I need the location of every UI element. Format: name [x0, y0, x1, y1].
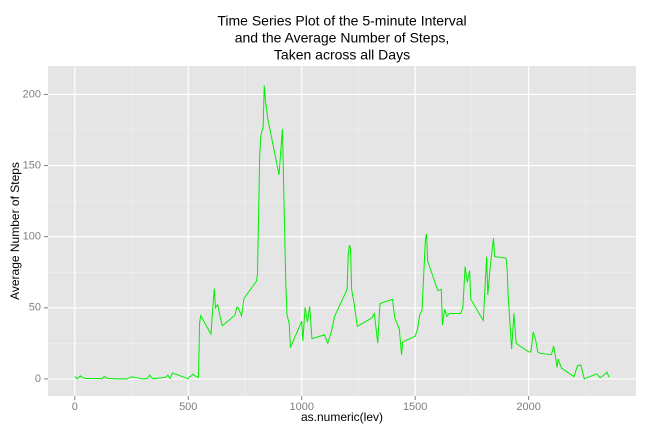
data-line	[74, 85, 610, 380]
y-tick-label: 50	[29, 302, 41, 314]
x-tick-label: 0	[72, 401, 78, 413]
y-tick-label: 150	[23, 159, 41, 171]
y-tick-label: 100	[23, 231, 41, 243]
plot-panel	[48, 66, 636, 396]
x-tick-label: 1500	[403, 401, 427, 413]
chart-title: and the Average Number of Steps,	[235, 30, 450, 46]
y-tick-label: 200	[23, 88, 41, 100]
x-axis-title: as.numeric(lev)	[301, 410, 383, 424]
chart-title: Time Series Plot of the 5-minute Interva…	[217, 13, 466, 29]
y-axis-title: Average Number of Steps	[8, 162, 22, 300]
chart-title: Taken across all Days	[274, 47, 410, 63]
x-tick-label: 1000	[289, 401, 313, 413]
x-tick-label: 500	[179, 401, 197, 413]
y-tick-label: 0	[35, 373, 41, 385]
x-tick-label: 2000	[516, 401, 540, 413]
